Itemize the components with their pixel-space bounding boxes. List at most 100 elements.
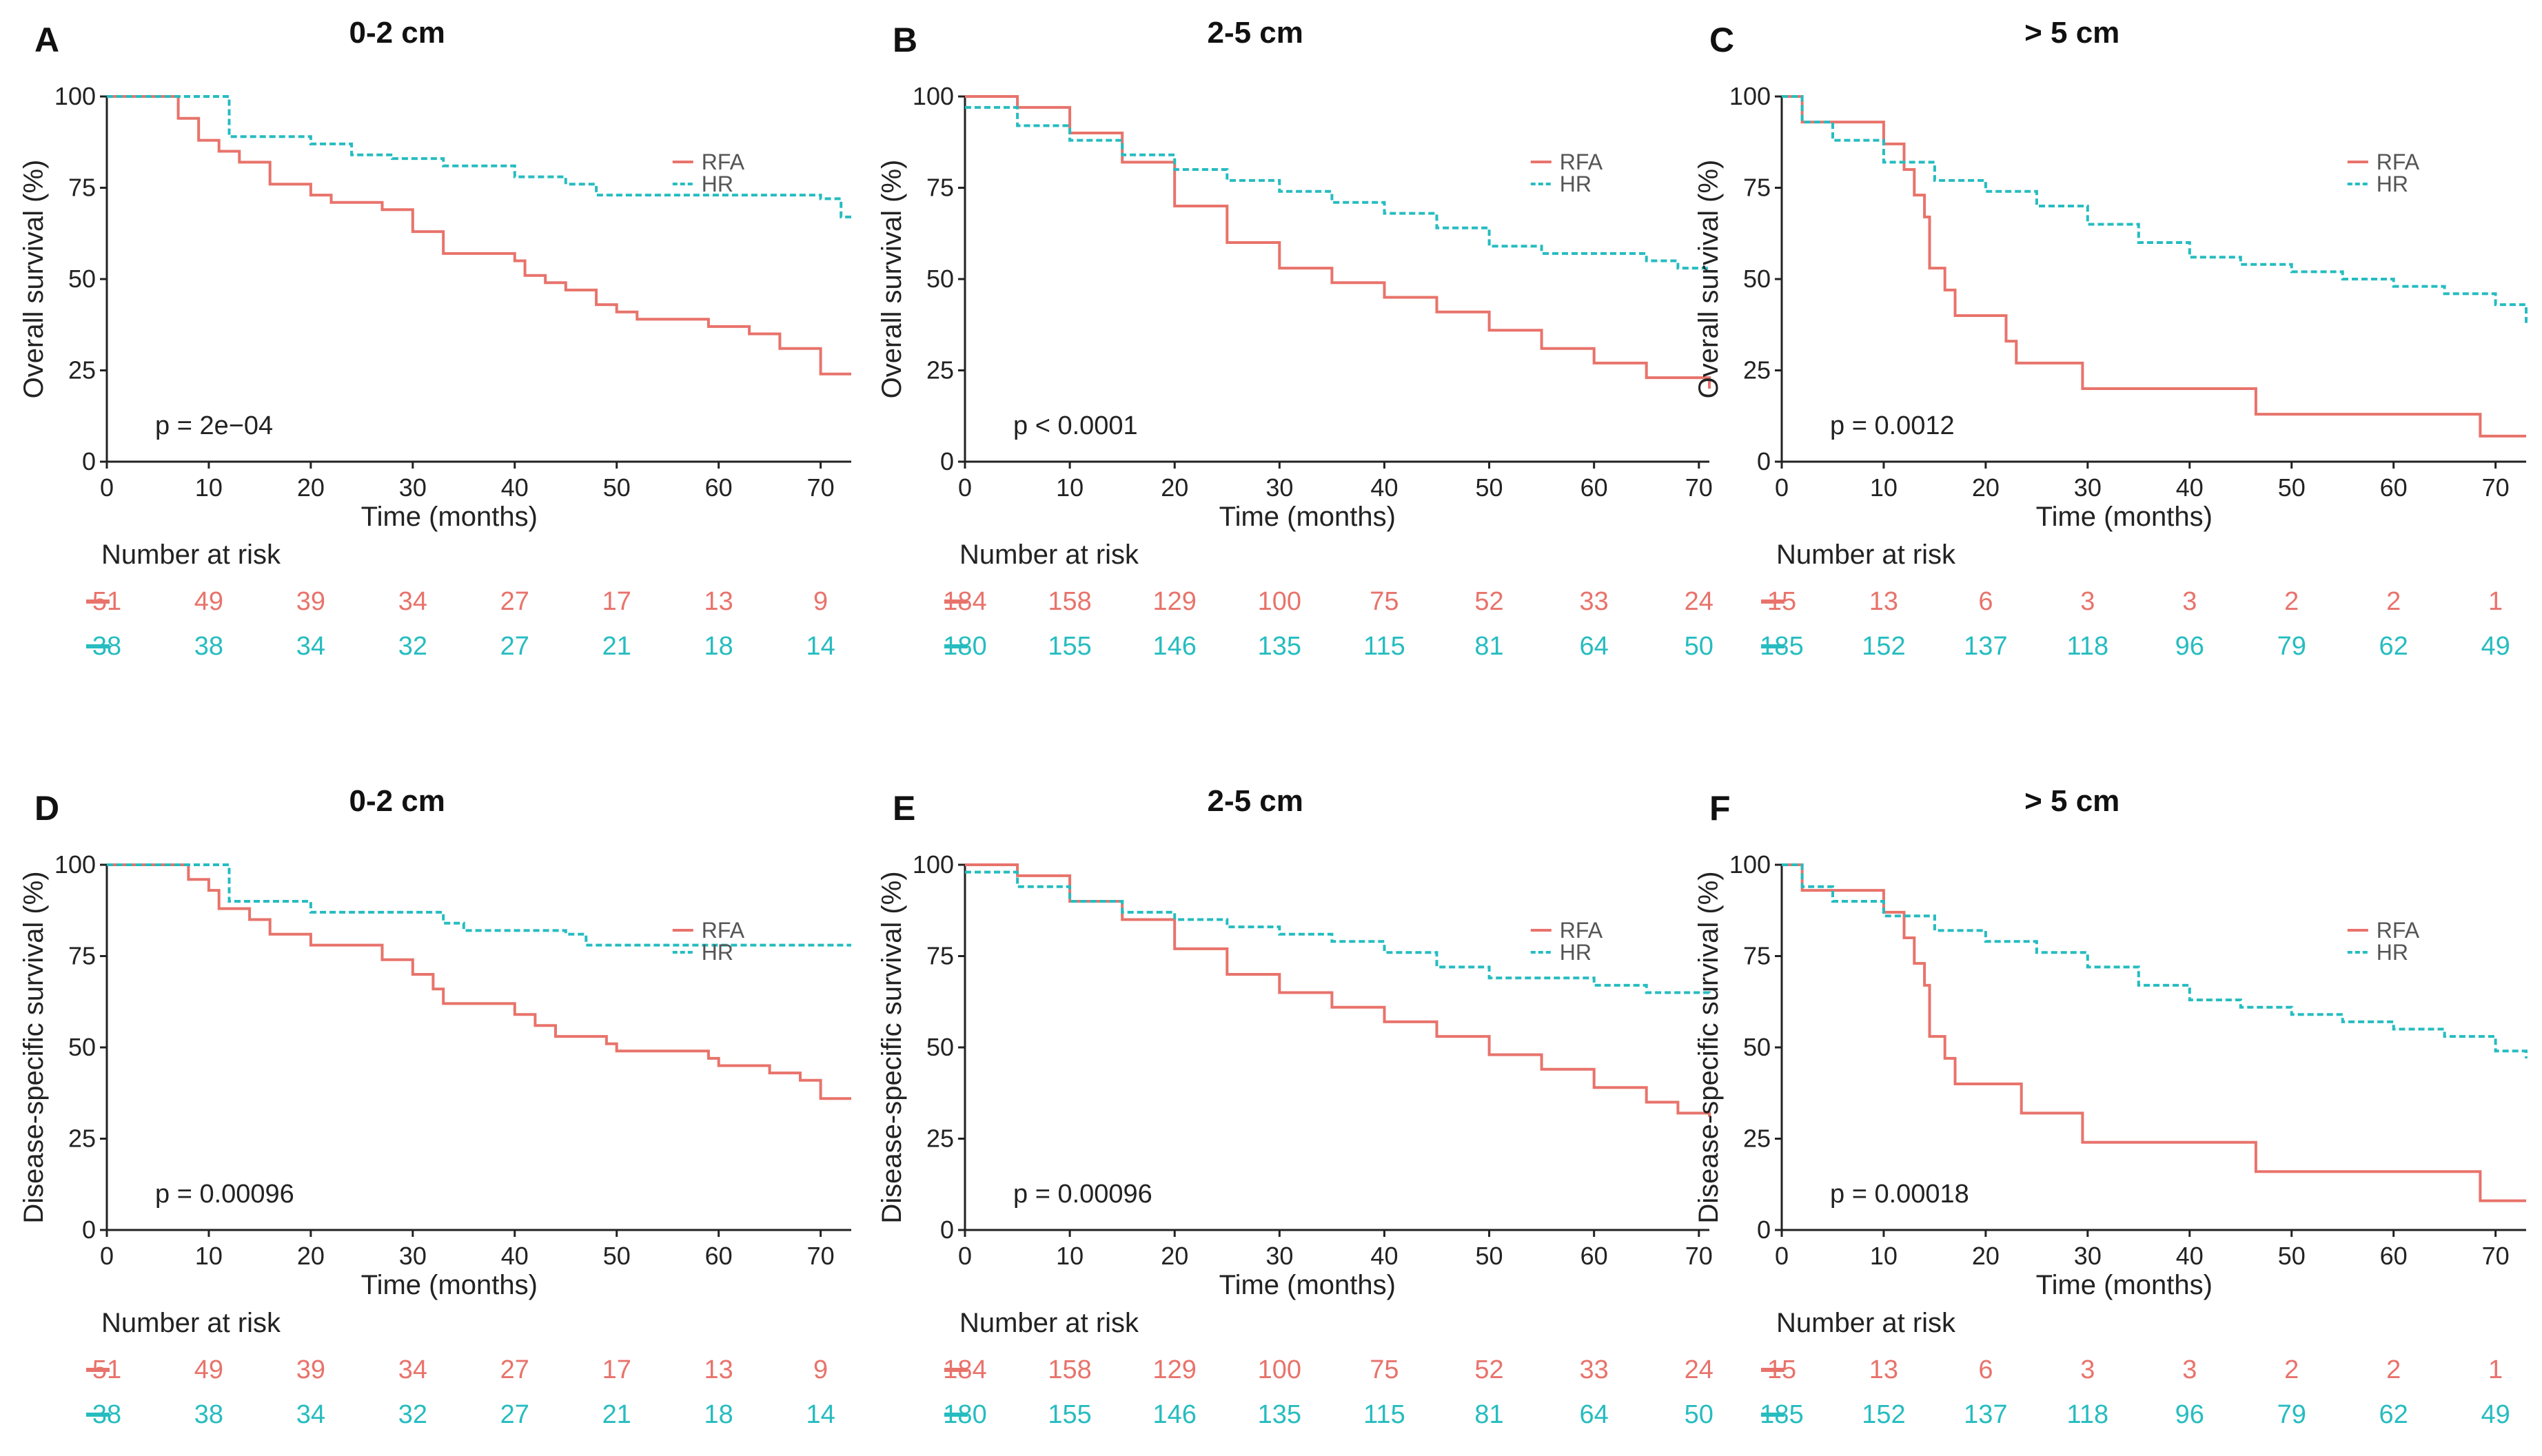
x-axis-title: Time (months) — [2036, 502, 2213, 532]
risk-count-rfa: 158 — [1048, 587, 1091, 616]
risk-count-hr: 38 — [194, 1400, 223, 1429]
x-tick-label: 10 — [1056, 473, 1084, 502]
y-tick-label: 0 — [940, 1216, 954, 1244]
y-tick-label: 50 — [68, 265, 96, 293]
risk-count-rfa: 24 — [1685, 587, 1714, 616]
risk-count-hr: 185 — [1760, 1400, 1803, 1429]
risk-count-hr: 18 — [704, 632, 733, 661]
panel-title: 0-2 cm — [349, 16, 445, 50]
risk-count-hr: 118 — [2067, 632, 2109, 661]
risk-count-hr: 146 — [1153, 1400, 1197, 1429]
legend-label-hr: HR — [702, 940, 733, 965]
risk-table-title: Number at risk — [959, 540, 1139, 570]
risk-count-hr: 34 — [296, 1400, 325, 1429]
panel-title: 0-2 cm — [349, 784, 445, 818]
y-tick-label: 0 — [940, 447, 954, 475]
risk-count-rfa: 2 — [2284, 1355, 2299, 1384]
panel-d: D 0-2 cm 0 25 50 75 100 0 10 20 30 40 50 60 70 Time (mo… — [19, 784, 851, 1429]
legend-label-rfa: RFA — [1560, 150, 1603, 174]
p-value: p = 2e−04 — [155, 411, 273, 440]
risk-count-hr: 137 — [1964, 1400, 2007, 1429]
risk-count-rfa: 13 — [1869, 587, 1898, 616]
y-tick-label: 25 — [68, 356, 96, 384]
risk-count-rfa: 52 — [1474, 1355, 1503, 1384]
y-tick-label: 25 — [1743, 356, 1771, 384]
risk-count-rfa: 6 — [1978, 1355, 1993, 1384]
risk-count-hr: 38 — [92, 632, 121, 661]
x-tick-label: 0 — [100, 473, 114, 502]
risk-count-hr: 180 — [943, 1400, 986, 1429]
panel-letter: B — [893, 21, 917, 59]
risk-count-hr: 79 — [2277, 632, 2306, 661]
risk-count-hr: 32 — [398, 632, 427, 661]
y-tick-label: 25 — [68, 1125, 96, 1153]
legend-label-hr: HR — [702, 172, 733, 196]
risk-count-hr: 21 — [602, 632, 631, 661]
risk-count-rfa: 9 — [813, 587, 828, 616]
risk-count-rfa: 75 — [1370, 587, 1399, 616]
y-tick-label: 100 — [913, 850, 954, 879]
y-axis-title: Overall survival (%) — [1694, 160, 1724, 399]
x-tick-label: 60 — [705, 473, 733, 502]
y-tick-label: 75 — [926, 942, 954, 970]
x-tick-label: 10 — [1056, 1242, 1084, 1270]
x-tick-label: 20 — [1161, 1242, 1188, 1270]
risk-count-hr: 18 — [704, 1400, 733, 1429]
risk-count-rfa: 129 — [1153, 1355, 1197, 1384]
y-tick-label: 0 — [1757, 447, 1771, 475]
x-axis-title: Time (months) — [361, 502, 538, 532]
x-tick-label: 40 — [2176, 1242, 2204, 1270]
panel-letter: E — [893, 789, 915, 828]
risk-count-rfa: 27 — [500, 1355, 529, 1384]
risk-count-hr: 96 — [2175, 1400, 2204, 1429]
km-curve-hr — [107, 95, 851, 218]
risk-count-rfa: 27 — [500, 587, 529, 616]
risk-count-hr: 115 — [1363, 632, 1405, 661]
risk-count-hr: 62 — [2379, 632, 2408, 661]
x-tick-label: 50 — [2278, 1242, 2306, 1270]
y-tick-label: 75 — [926, 174, 954, 202]
risk-count-rfa: 13 — [704, 587, 733, 616]
risk-count-rfa: 13 — [704, 1355, 733, 1384]
panel-title: > 5 cm — [2024, 784, 2119, 818]
x-tick-label: 30 — [2074, 473, 2102, 502]
panel-f: F > 5 cm 0 25 50 75 100 0 10 20 30 40 50 60 70 Time (mo… — [1694, 784, 2528, 1429]
x-tick-label: 0 — [958, 1242, 972, 1270]
risk-count-hr: 38 — [92, 1400, 121, 1429]
risk-count-rfa: 51 — [92, 587, 121, 616]
x-axis-title: Time (months) — [1219, 502, 1396, 532]
risk-count-hr: 34 — [296, 632, 325, 661]
y-tick-label: 100 — [54, 82, 96, 110]
risk-count-hr: 152 — [1862, 632, 1905, 661]
x-tick-label: 40 — [1370, 473, 1398, 502]
x-tick-label: 0 — [958, 473, 972, 502]
risk-count-rfa: 49 — [194, 587, 223, 616]
risk-count-rfa: 129 — [1153, 587, 1197, 616]
y-tick-label: 75 — [68, 174, 96, 202]
panel-e: E 2-5 cm 0 25 50 75 100 0 10 20 30 40 50 60 70 Time (mo… — [877, 784, 1714, 1429]
x-tick-label: 60 — [705, 1242, 733, 1270]
p-value: p = 0.00096 — [1013, 1180, 1152, 1209]
risk-count-rfa: 17 — [602, 1355, 631, 1384]
x-tick-label: 70 — [1685, 473, 1713, 502]
x-tick-label: 60 — [1580, 473, 1608, 502]
risk-count-rfa: 49 — [194, 1355, 223, 1384]
risk-count-hr: 50 — [1685, 632, 1714, 661]
y-tick-label: 75 — [68, 942, 96, 970]
x-tick-label: 70 — [2482, 1242, 2510, 1270]
y-axis-title: Overall survival (%) — [877, 160, 907, 399]
x-axis-title: Time (months) — [1219, 1270, 1396, 1300]
panel-letter: D — [34, 789, 59, 828]
y-tick-label: 50 — [1743, 265, 1771, 293]
x-tick-label: 10 — [195, 1242, 223, 1270]
risk-count-hr: 50 — [1685, 1400, 1714, 1429]
x-tick-label: 40 — [501, 1242, 529, 1270]
y-tick-label: 100 — [1729, 850, 1771, 879]
legend-label-rfa: RFA — [702, 918, 745, 943]
p-value: p = 0.00018 — [1830, 1180, 1969, 1209]
risk-count-hr: 152 — [1862, 1400, 1905, 1429]
x-tick-label: 0 — [1775, 1242, 1789, 1270]
risk-count-hr: 115 — [1363, 1400, 1405, 1429]
p-value: p = 0.0012 — [1830, 411, 1955, 440]
